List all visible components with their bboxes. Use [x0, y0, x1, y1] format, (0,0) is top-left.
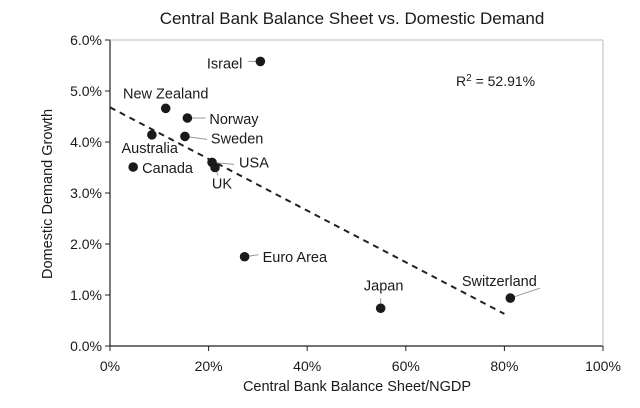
- data-point: [505, 293, 516, 303]
- point-label: Japan: [364, 278, 404, 294]
- data-points: [128, 56, 516, 314]
- y-tick-label: 5.0%: [70, 83, 102, 99]
- r2-value: = 52.91%: [472, 73, 535, 89]
- x-tick-label: 40%: [293, 358, 321, 374]
- trendline: [109, 106, 505, 315]
- y-tick-label: 1.0%: [70, 287, 102, 303]
- data-point: [180, 131, 190, 142]
- x-axis-ticks: 0% 20% 40% 60% 80% 100%: [100, 346, 621, 374]
- x-axis-label: Central Bank Balance Sheet/NGDP: [243, 379, 471, 395]
- point-label: Israel: [207, 56, 242, 72]
- y-tick-label: 3.0%: [70, 185, 102, 201]
- data-point: [147, 130, 157, 140]
- point-label: UK: [212, 177, 232, 193]
- x-tick-label: 60%: [392, 358, 420, 374]
- data-point: [255, 56, 266, 67]
- y-tick-label: 2.0%: [70, 236, 102, 252]
- y-tick-label: 4.0%: [70, 134, 102, 150]
- data-point: [239, 251, 250, 262]
- label-connector: [510, 287, 541, 299]
- point-label: Sweden: [211, 131, 263, 147]
- data-point: [210, 162, 220, 173]
- data-point: [160, 103, 171, 114]
- r2-prefix: R: [456, 73, 466, 89]
- data-point: [128, 162, 138, 172]
- x-tick-label: 80%: [490, 358, 518, 374]
- x-tick-label: 100%: [585, 358, 621, 374]
- data-point: [182, 113, 193, 123]
- point-label: Switzerland: [462, 274, 537, 290]
- point-label: USA: [239, 155, 269, 171]
- y-tick-label: 0.0%: [70, 338, 102, 354]
- point-label: New Zealand: [123, 86, 208, 102]
- x-tick-label: 20%: [195, 358, 223, 374]
- point-label: Canada: [142, 161, 194, 177]
- y-axis-ticks: 0.0% 1.0% 2.0% 3.0% 4.0% 5.0% 6.0%: [70, 32, 110, 354]
- point-label: Australia: [121, 141, 178, 157]
- point-label: Norway: [209, 112, 259, 128]
- label-connectors: [184, 60, 541, 309]
- x-tick-label: 0%: [100, 358, 120, 374]
- r-squared-annotation: R2 = 52.91%: [456, 73, 535, 90]
- data-point: [375, 303, 386, 314]
- r2-superscript: 2: [466, 73, 472, 84]
- point-label: Euro Area: [263, 250, 328, 266]
- y-tick-label: 6.0%: [70, 32, 102, 48]
- y-axis-label: Domestic Demand Growth: [40, 109, 56, 279]
- chart-title: Central Bank Balance Sheet vs. Domestic …: [160, 9, 545, 28]
